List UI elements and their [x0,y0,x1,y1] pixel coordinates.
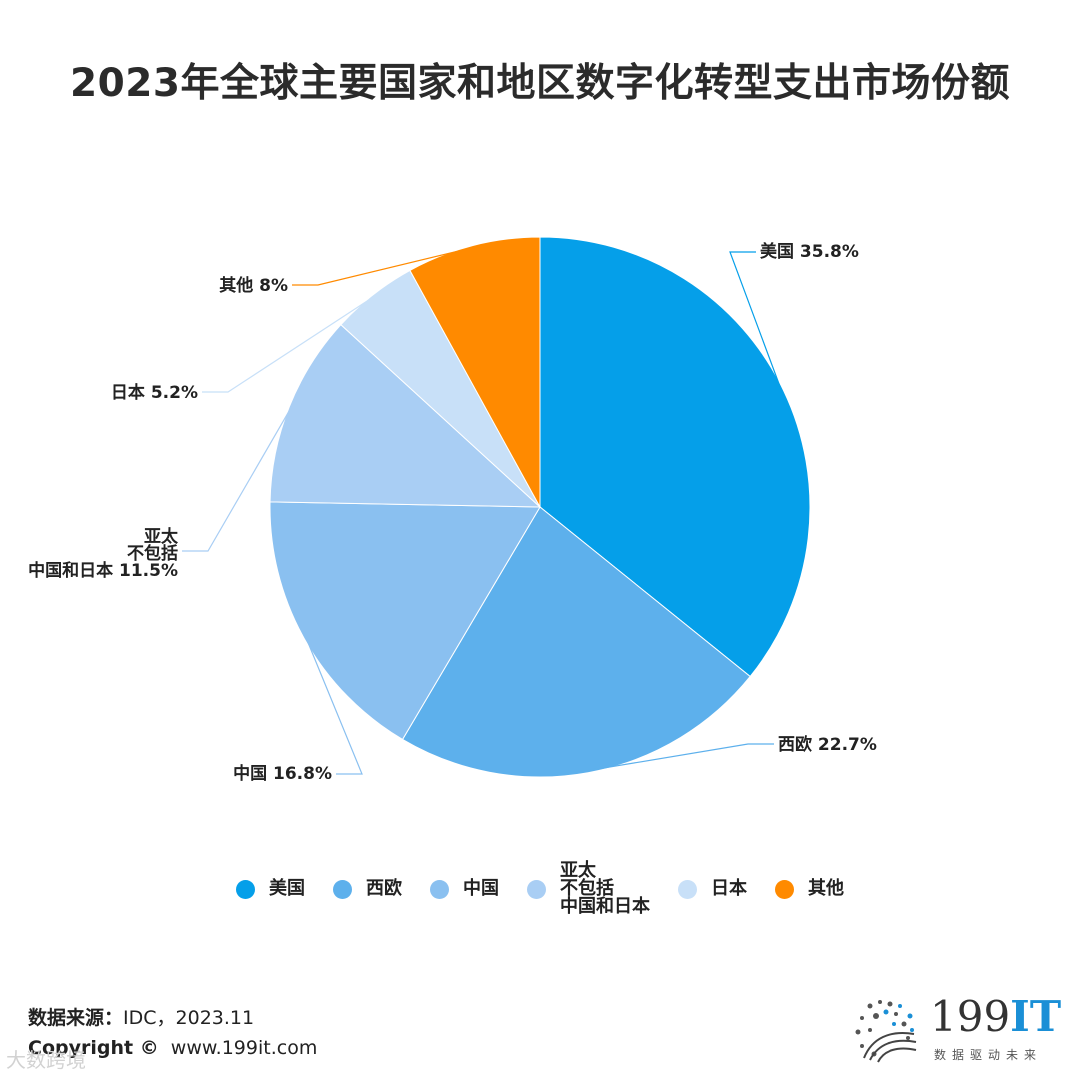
legend-label: 西欧 [366,878,402,899]
brand-logo: 199IT 数据驱动未来 [850,990,1065,1070]
copyright-note: Copyright © www.199it.com [28,1037,317,1059]
legend-marker-icon [430,879,449,899]
data-labels: 美国 35.8% 西欧 22.7% 中国 16.8% 亚太不包括中国和日本 11.5%… [28,241,877,784]
chart-title: 2023年全球主要国家和地区数字化转型支出市场份额 [69,61,1011,106]
logo-tagline: 数据驱动未来 [934,1048,1043,1062]
logo-plain: 199 [930,992,1011,1041]
dots-globe-icon [855,1000,917,1063]
data-label-4: 亚太不包括中国和日本 11.5% [28,526,179,581]
legend-item-3[interactable]: 中国 [430,878,499,899]
watermark: 大数跨境 [6,1048,86,1072]
leader-line-6 [292,246,474,286]
pie-slice-4 [269,323,542,508]
legend-marker-icon [333,879,352,899]
data-label-6: 其他 8% [219,275,288,296]
legend-item-5[interactable]: 日本 [678,878,747,899]
leader-lines [182,246,783,775]
pie-slice-2 [401,506,751,778]
copyright-url: www.199it.com [170,1037,318,1059]
pie-slices [269,236,811,778]
legend-item-2[interactable]: 西欧 [333,878,402,899]
legend-item-4[interactable]: 亚太 不包括 中国和日本 [527,862,650,916]
source-note: 数据来源：IDC，2023.11 [28,1003,254,1030]
pie-slice-3 [269,501,541,741]
legend-label: 亚太 不包括 中国和日本 [560,860,650,917]
pie-slice-6 [409,236,541,508]
leader-line-5 [202,295,375,393]
leader-line-2 [587,743,774,772]
legend-marker-icon [678,879,697,899]
leader-line-4 [182,407,292,552]
pie-slice-1 [539,236,811,678]
source-value: IDC，2023.11 [123,1007,255,1029]
logo-wordmark: 199IT [930,992,1061,1041]
leader-line-3 [305,637,363,775]
legend-item-6[interactable]: 其他 [775,878,844,899]
legend-marker-icon [775,879,794,899]
legend-label: 日本 [711,878,747,899]
legend-item-1[interactable]: 美国 [236,878,305,899]
legend-marker-icon [236,879,255,899]
leader-line-1 [729,251,783,392]
data-label-3: 中国 16.8% [233,763,332,784]
legend-marker-icon [527,879,546,899]
data-label-2: 西欧 22.7% [778,734,877,755]
data-label-1: 美国 35.8% [760,241,859,262]
legend-label: 其他 [808,878,844,899]
logo-accent: IT [1010,992,1062,1041]
legend: 美国 西欧 中国 亚太 不包括 中国和日本 日本 其他 [0,862,1080,916]
source-label: 数据来源： [28,1007,124,1029]
legend-label: 美国 [269,878,305,899]
legend-label: 中国 [463,878,499,899]
copyright-label: Copyright © [28,1037,159,1059]
data-label-5: 日本 5.2% [111,382,198,403]
